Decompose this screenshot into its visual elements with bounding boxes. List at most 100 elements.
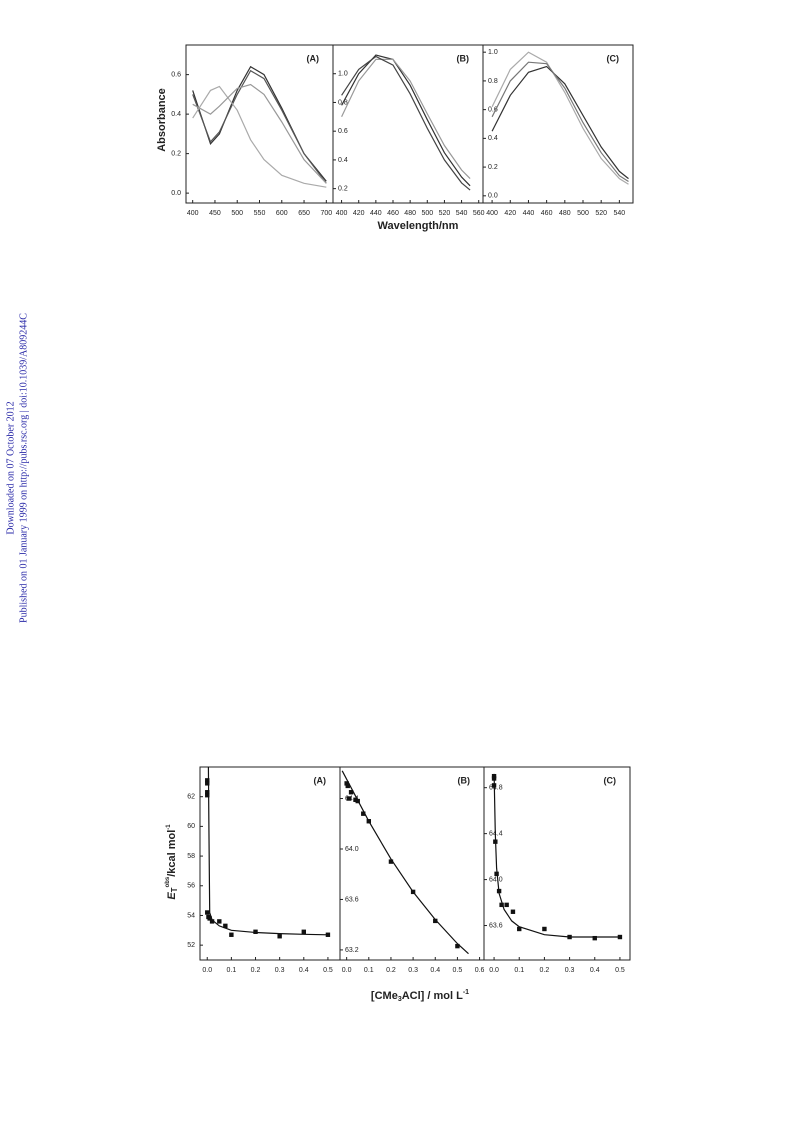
data-point [209,919,215,924]
x-tick-label: 480 [559,210,571,217]
data-point [542,926,547,932]
x-tick-label: 0.3 [408,967,418,974]
x-tick-label: 400 [187,210,199,217]
x-tick-label: 500 [421,210,433,217]
data-point [253,929,258,934]
panel-label: (B) [457,53,470,63]
data-point [410,889,416,895]
x-tick-label: 0.4 [590,967,600,974]
x-tick-label: 0.3 [275,967,285,974]
data-point [366,819,371,824]
y-tick-label: 0.0 [488,193,498,200]
x-tick-label: 0.0 [202,967,212,974]
y-tick-label: 0.6 [488,106,498,113]
label-part: obs [165,876,171,887]
spectrum-line [192,65,327,182]
x-tick-label: 0.5 [615,967,625,974]
data-point [207,916,212,921]
x-tick-label: 0.1 [514,967,524,974]
panel-label: (B) [458,775,471,785]
x-tick-label: 0.1 [364,967,374,974]
x-tick-label: 500 [231,210,243,217]
x-tick-label: 440 [370,210,382,217]
y-tick-label: 0.6 [171,71,181,78]
data-point [510,909,516,914]
data-point [455,943,460,949]
x-tick-label: 0.5 [453,967,463,974]
x-tick-label: 0.3 [565,967,575,974]
data-point [491,773,497,779]
spectrum-line [192,69,327,184]
x-tick-label: 450 [209,210,221,217]
x-tick-label: 0.0 [342,967,352,974]
y-tick-label: 0.0 [171,190,181,197]
x-tick-label: 520 [595,210,607,217]
data-point [592,935,597,941]
y-tick-label: 0.2 [171,150,181,157]
data-point [348,790,354,795]
data-point [353,797,358,802]
x-tick-label: 400 [336,210,348,217]
spectrum-line [341,54,471,187]
data-point [205,781,210,786]
fit-curve [493,773,620,938]
x-tick-label: 0.2 [540,967,550,974]
plot-frame [185,44,334,204]
label-part: -1 [166,824,172,830]
data-point [517,926,522,932]
x-tick-label: 0.1 [227,967,237,974]
y-tick-label: 0.6 [338,128,348,135]
x-tick-label: 460 [541,210,553,217]
y-tick-label: 0.2 [338,185,348,192]
x-tick-label: 540 [614,210,626,217]
x-tick-label: 560 [473,210,485,217]
panel-label: (C) [607,53,620,63]
data-point [493,839,498,844]
x-tick-label: 0.2 [251,967,261,974]
x-tick-label: 460 [387,210,399,217]
panel-label: (C) [604,775,617,785]
y-tick-label: 0.4 [171,111,181,118]
panel-label: (A) [314,775,327,785]
y-axis-label: ETobs/kcal mol-1 [165,824,180,900]
y-tick-label: 52 [187,942,195,949]
x-tick-label: 0.2 [386,967,396,974]
y-tick-label: 58 [187,853,195,860]
data-point [277,934,282,939]
x-tick-label: 0.4 [299,967,309,974]
plot-frame [482,44,634,204]
y-tick-label: 63.6 [345,896,359,903]
label-part: /kcal mol [166,830,178,877]
data-point [301,929,306,934]
fit-curve [207,766,328,936]
label-part: ACl] / mol L [402,990,463,1002]
spectrum-line [192,83,327,184]
y-tick-label: 62 [187,794,195,801]
y-axis-label: Absorbance [156,88,168,152]
data-point [361,811,366,816]
x-tick-label: 550 [254,210,266,217]
y-tick-label: 0.4 [488,135,498,142]
spectrum-line [341,58,471,180]
data-point [205,793,210,798]
y-tick-label: 0.4 [338,157,348,164]
data-point [223,923,228,929]
x-tick-label: 650 [298,210,310,217]
data-point [494,871,499,877]
y-tick-label: 60 [187,823,195,830]
label-part: [CMe [371,990,398,1002]
x-axis-label: [CMe3ACl] / mol L-1 [371,989,469,1003]
data-point [346,796,352,801]
label-part: T [170,887,179,892]
x-tick-label: 540 [456,210,468,217]
panel-label: (A) [307,53,320,63]
y-tick-label: 64.0 [345,846,359,853]
x-tick-label: 400 [486,210,498,217]
spectrum-line [491,61,629,183]
data-point [504,902,509,908]
y-tick-label: 1.0 [338,71,348,78]
download-note: Downloaded on 07 October 2012 [5,401,16,534]
x-tick-label: 420 [353,210,365,217]
data-point [491,783,497,788]
